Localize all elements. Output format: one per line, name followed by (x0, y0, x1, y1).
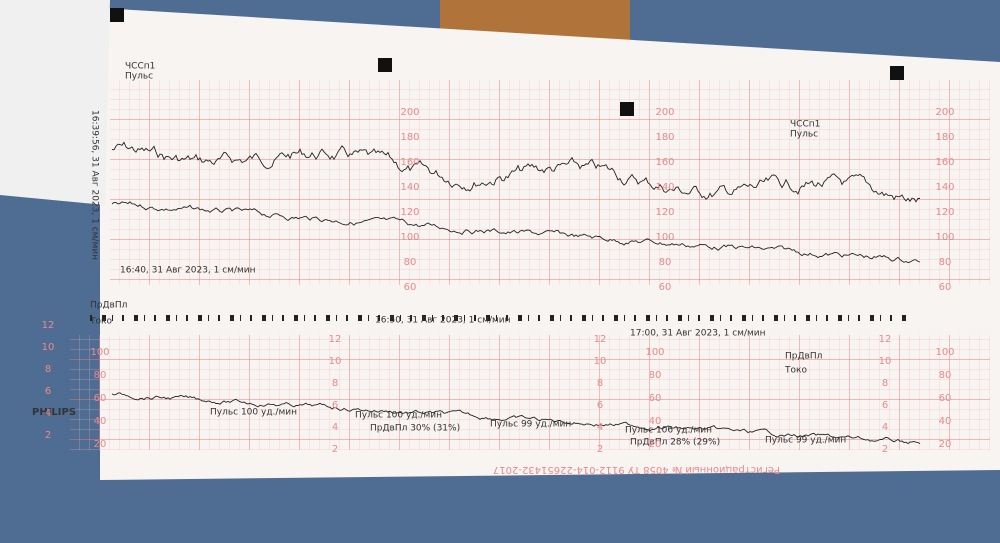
toco-scale-label: 4 (597, 422, 603, 433)
time-mark: 16:40, 31 Авг 2023, 1 см/мин (120, 266, 256, 276)
annotation: Пульс 99 уд./мин (490, 420, 571, 430)
toco-scale-label: 2 (597, 444, 603, 455)
toco-scale-label: 10 (879, 356, 892, 367)
legend: Пульс (125, 72, 153, 82)
mark (620, 102, 634, 116)
toco-scale-label: 4 (882, 422, 888, 433)
fhr-scale-label: 60 (404, 282, 417, 293)
toco-scale-label: 6 (332, 400, 338, 411)
mark (378, 58, 392, 72)
brand: PHILIPS (32, 407, 76, 418)
toco-scale-label: 10 (329, 356, 342, 367)
fhr-scale-label: 160 (935, 157, 954, 168)
toco-scale-label: 80 (649, 370, 662, 381)
toco-scale-label: 20 (649, 439, 662, 450)
toco-scale-label: 2 (882, 444, 888, 455)
legend: Пульс (790, 130, 818, 140)
toco-scale-label: 10 (42, 342, 55, 353)
toco-scale-label: 12 (594, 334, 607, 345)
toco-scale-label: 8 (882, 378, 888, 389)
toco-scale-label: 40 (649, 416, 662, 427)
toco-scale-label: 60 (94, 393, 107, 404)
toco-scale-label: 4 (332, 422, 338, 433)
annotation: ПрДвПл 28% (29%) (630, 438, 720, 448)
paper-fold (0, 0, 110, 205)
toco-scale-label: 6 (597, 400, 603, 411)
mark (110, 8, 124, 22)
fhr-scale-label: 180 (400, 132, 419, 143)
time-mark: 16:50, 31 Авг 2023, 1 см/мин (375, 316, 511, 326)
legend: ПрДвПл (785, 352, 822, 362)
toco-scale-label: 4 (45, 408, 51, 419)
toco-scale-label: 40 (94, 416, 107, 427)
legend: ПрДвПл (90, 301, 127, 311)
fhr-scale-label: 120 (400, 207, 419, 218)
toco-scale-label: 6 (882, 400, 888, 411)
legend: ЧССп1 (125, 62, 155, 72)
fhr-scale-label: 60 (659, 282, 672, 293)
fhr-scale-label: 80 (939, 257, 952, 268)
toco-scale-label: 8 (597, 378, 603, 389)
toco-scale-label: 2 (45, 430, 51, 441)
toco-scale-label: 100 (90, 347, 109, 358)
toco-scale-label: 60 (649, 393, 662, 404)
fhr-scale-label: 80 (404, 257, 417, 268)
toco-scale-label: 20 (94, 439, 107, 450)
toco-scale-label: 100 (645, 347, 664, 358)
legend: ЧССп1 (790, 120, 820, 130)
annotation: Пульс 106 уд./мин (625, 426, 712, 436)
toco-scale-label: 40 (939, 416, 952, 427)
toco-scale-label: 12 (42, 320, 55, 331)
toco-scale-label: 100 (935, 347, 954, 358)
annotation: Пульс 100 уд./мин (210, 408, 297, 418)
fhr-scale-label: 200 (935, 107, 954, 118)
annotation: ПрДвПл 30% (31%) (370, 424, 460, 434)
fhr-scale-label: 200 (655, 107, 674, 118)
toco-trace (111, 392, 921, 445)
fhr-scale-label: 180 (935, 132, 954, 143)
toco-scale-label: 6 (45, 386, 51, 397)
toco-scale-label: 80 (939, 370, 952, 381)
annotation: Пульс 100 уд./мин (355, 411, 442, 421)
legend: Токо (89, 317, 112, 327)
fhr-scale-label: 60 (939, 282, 952, 293)
fhr-scale-label: 100 (935, 232, 954, 243)
fhr-scale-label: 140 (935, 182, 954, 193)
legend: Токо (784, 366, 807, 376)
fhr-scale-label: 120 (655, 207, 674, 218)
fhr-scale-label: 80 (659, 257, 672, 268)
fhr-scale-label: 140 (655, 182, 674, 193)
annotation: Пульс 99 уд./мин (765, 436, 846, 446)
fhr-scale-label: 120 (935, 207, 954, 218)
toco-scale-label: 12 (329, 334, 342, 345)
toco-scale-label: 2 (332, 444, 338, 455)
toco-scale-label: 20 (939, 439, 952, 450)
timestamp: 16:39:56, 31 Авг 2023, 1 см/мин (90, 110, 100, 260)
fhr-scale-label: 100 (655, 232, 674, 243)
fhr-scale-label: 160 (655, 157, 674, 168)
time-mark: 17:00, 31 Авг 2023, 1 см/мин (630, 329, 766, 339)
footer: Регистрационный № 4058 ТУ 9112-014-22651… (493, 464, 780, 475)
toco-scale-label: 8 (332, 378, 338, 389)
toco-scale-label: 10 (594, 356, 607, 367)
toco-grid (70, 335, 990, 450)
fhr-scale-label: 160 (400, 157, 419, 168)
toco-scale-label: 12 (879, 334, 892, 345)
fhr-scale-label: 200 (400, 107, 419, 118)
fhr-grid (110, 80, 990, 285)
fhr-scale-label: 180 (655, 132, 674, 143)
toco-scale-label: 8 (45, 364, 51, 375)
fhr-scale-label: 140 (400, 182, 419, 193)
fhr-trace (111, 141, 921, 203)
toco-scale-label: 60 (939, 393, 952, 404)
mark (890, 66, 904, 80)
toco-scale-label: 80 (94, 370, 107, 381)
fhr-scale-label: 100 (400, 232, 419, 243)
pulse-trace (111, 201, 921, 264)
